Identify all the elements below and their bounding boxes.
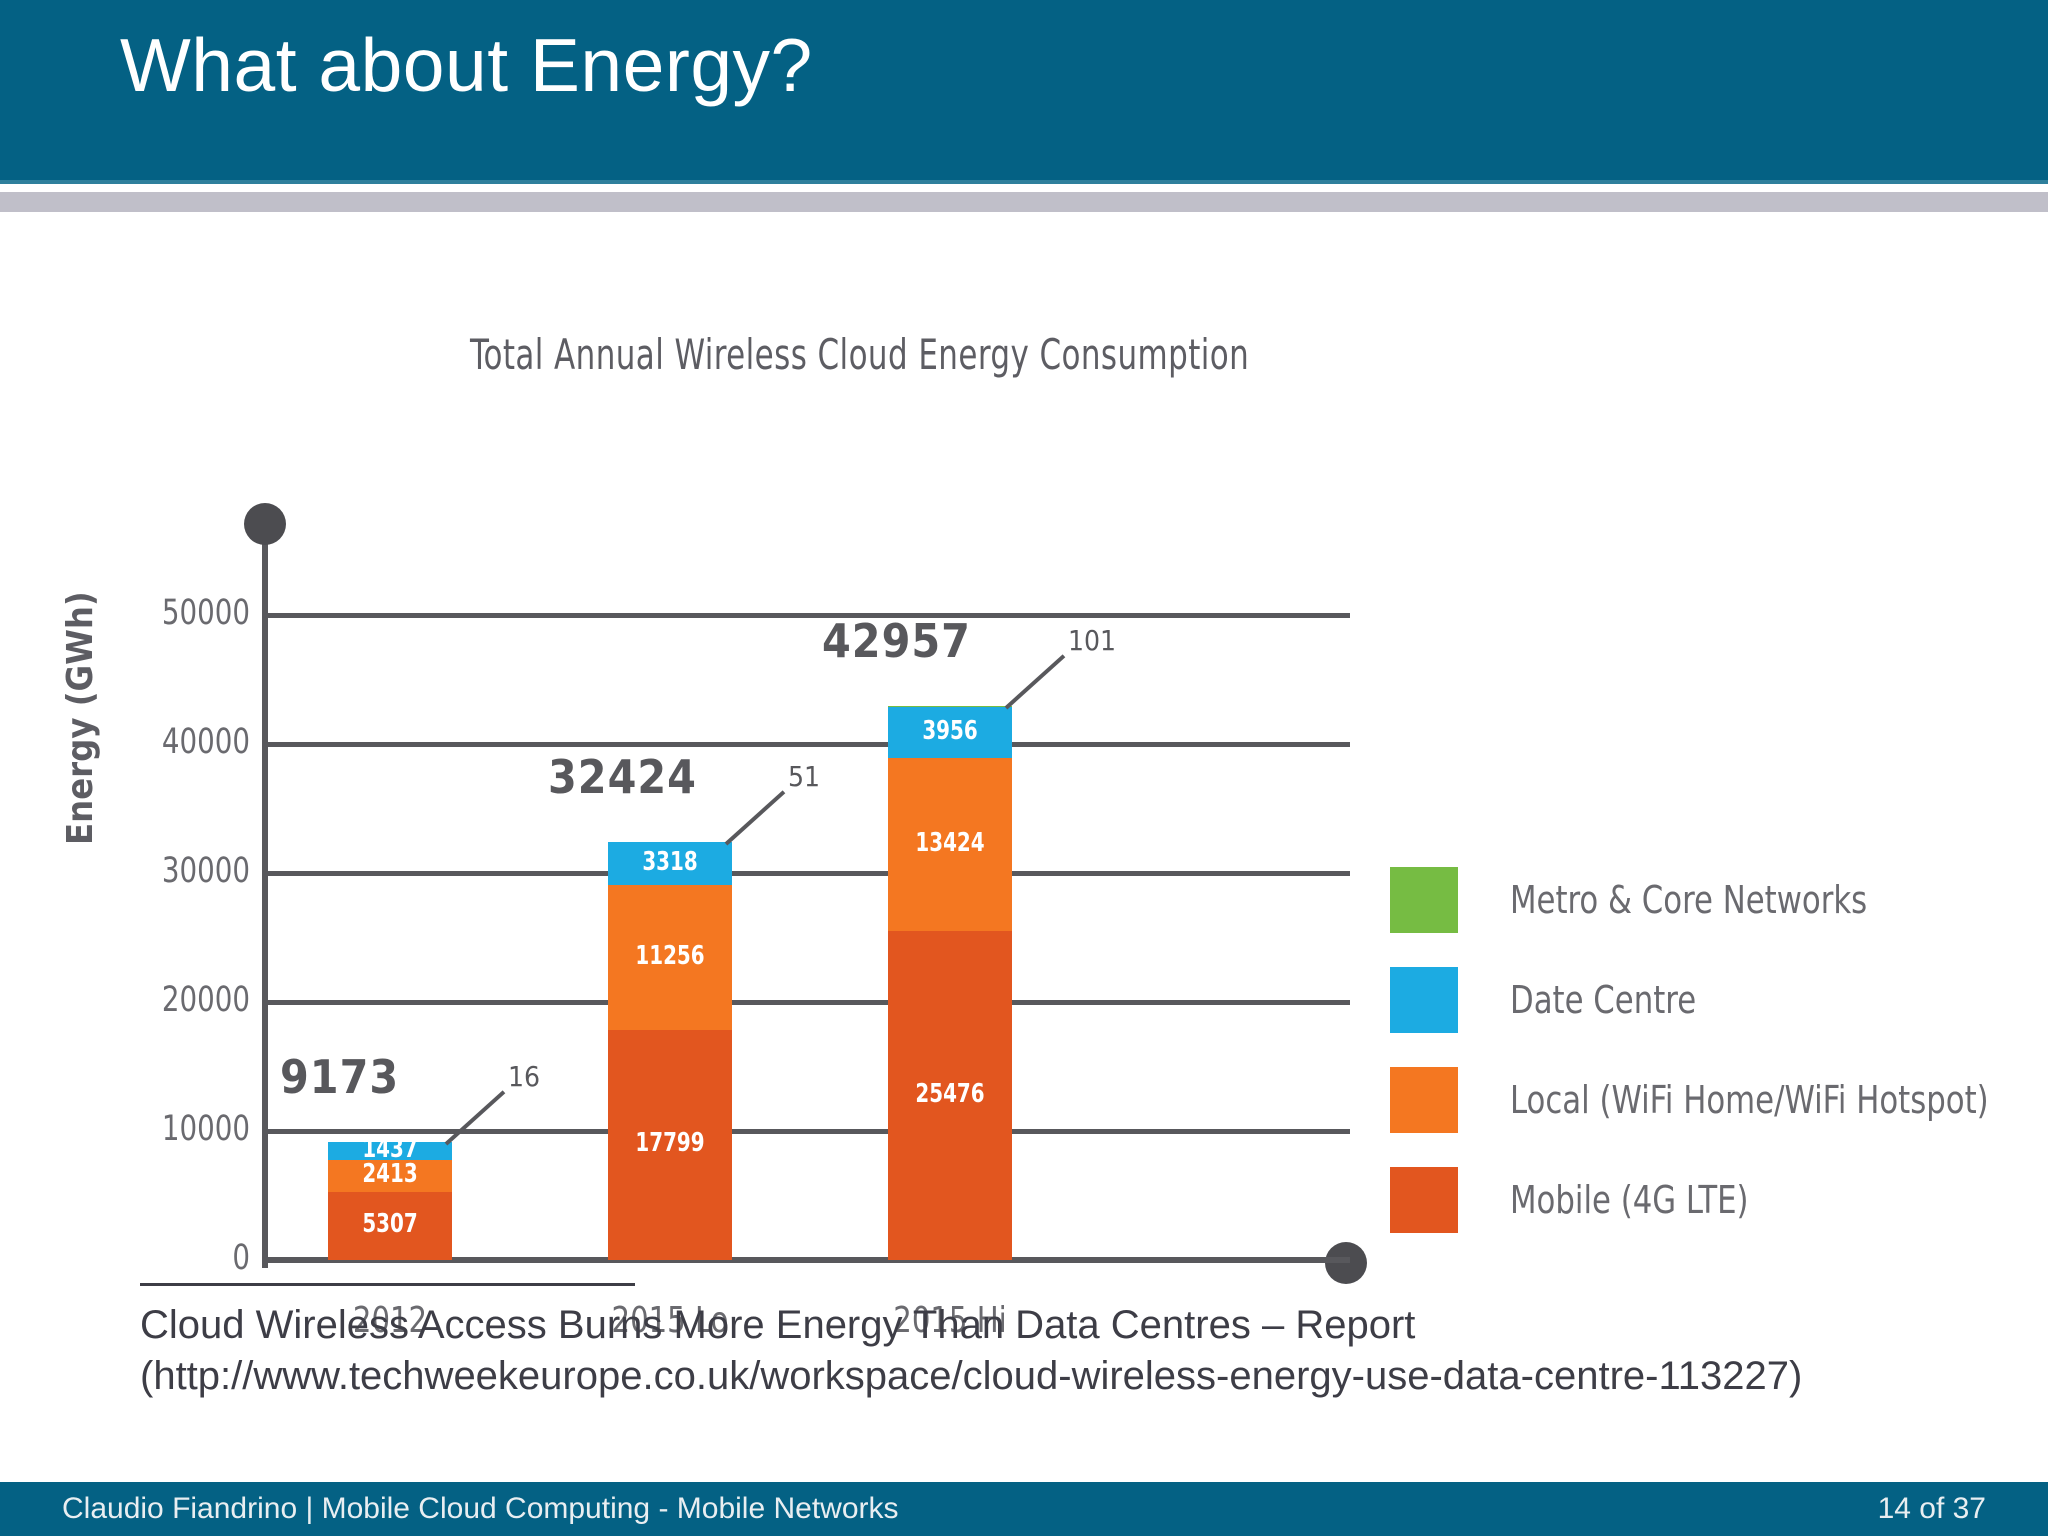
bar-segment-value-label: 5307 <box>362 1208 418 1239</box>
x-tick-label: 2015 Lo <box>611 1300 729 1341</box>
bar-segment[interactable] <box>608 841 732 843</box>
header-underline <box>0 180 2048 184</box>
bar-segment[interactable]: 2413 <box>328 1159 452 1192</box>
gridline <box>268 742 1350 747</box>
bar-segment[interactable]: 5307 <box>328 1191 452 1260</box>
gridline <box>268 1129 1350 1134</box>
bar-stack[interactable]: 3318 11256 17799 <box>608 841 732 1260</box>
legend-label: Mobile (4G LTE) <box>1510 1178 1749 1222</box>
header-gray-band <box>0 192 2048 212</box>
footnote-rule <box>140 1283 635 1286</box>
footnote-line-2[interactable]: (http://www.techweekeurope.co.uk/workspa… <box>140 1354 1803 1399</box>
y-tick-label: 20000 <box>161 980 250 1020</box>
callout-leader-line <box>724 790 786 846</box>
legend-item[interactable]: Date Centre <box>1390 950 2042 1050</box>
bar-segment[interactable]: 11256 <box>608 885 732 1031</box>
callout-value-label: 16 <box>508 1059 541 1093</box>
y-tick-label: 40000 <box>161 722 250 762</box>
bar-segment[interactable]: 13424 <box>888 758 1012 932</box>
bar-total-label: 42957 <box>822 613 971 668</box>
footnote: Cloud Wireless Access Burns More Energy … <box>140 1300 1940 1402</box>
legend-item[interactable]: Mobile (4G LTE) <box>1390 1150 2042 1250</box>
bar-total-label: 32424 <box>548 749 697 804</box>
y-axis-cap-dot <box>244 503 286 545</box>
footnote-line-1: Cloud Wireless Access Burns More Energy … <box>140 1303 1416 1347</box>
y-tick-label: 10000 <box>161 1109 250 1149</box>
bar-segment-value-label: 3956 <box>922 715 978 746</box>
legend-swatch-icon <box>1390 967 1458 1033</box>
bar-segment-value-label: 13424 <box>915 827 985 858</box>
x-tick-label: 2012 <box>352 1300 428 1341</box>
legend-label: Date Centre <box>1510 978 1697 1022</box>
legend-label: Local (WiFi Home/WiFi Hotspot) <box>1510 1078 1989 1122</box>
bar-segment[interactable]: 3318 <box>608 842 732 886</box>
y-tick-label: 50000 <box>161 593 250 633</box>
callout-value-label: 101 <box>1068 623 1117 657</box>
page-title: What about Energy? <box>120 23 813 107</box>
bar-total-label: 9173 <box>280 1049 400 1104</box>
footer-page-number: 14 of 37 <box>1877 1492 1986 1525</box>
bar-stack[interactable]: 1437 2413 5307 <box>328 1134 452 1260</box>
bar-segment[interactable]: 3956 <box>888 707 1012 759</box>
bar-segment[interactable]: 25476 <box>888 931 1012 1260</box>
y-axis-line <box>262 520 268 1268</box>
chart-legend: Metro & Core Networks Date Centre Local (W… <box>1390 850 2042 1250</box>
slide-header: What about Energy? <box>0 0 2048 180</box>
bar-segment-value-label: 17799 <box>635 1128 705 1159</box>
legend-swatch-icon <box>1390 867 1458 933</box>
x-axis-cap-dot <box>1325 1242 1367 1284</box>
x-axis-line <box>268 1257 1350 1263</box>
y-tick-label: 30000 <box>161 851 250 891</box>
callout-leader-line <box>444 1089 506 1146</box>
gridline <box>268 1000 1350 1005</box>
gridline <box>268 613 1350 618</box>
bar-segment-value-label: 2413 <box>362 1159 418 1189</box>
bar-segment[interactable]: 1437 <box>328 1134 452 1164</box>
slide-footer: Claudio Fiandrino | Mobile Cloud Computi… <box>0 1482 2048 1536</box>
footer-author-course: Claudio Fiandrino | Mobile Cloud Computi… <box>62 1492 899 1525</box>
legend-swatch-icon <box>1390 1167 1458 1233</box>
callout-value-label: 51 <box>788 759 821 793</box>
chart-figure: Total Annual Wireless Cloud Energy Consu… <box>0 215 2048 1341</box>
plot-area: 1437 2413 5307 9173 16 3318 11256 17799 32424 51 3… <box>268 613 1350 1263</box>
bar-segment-value-label: 25476 <box>915 1078 985 1109</box>
legend-swatch-icon <box>1390 1067 1458 1133</box>
callout-leader-line <box>1004 654 1066 710</box>
bar-segment[interactable]: 17799 <box>608 1030 732 1260</box>
bar-stack[interactable]: 3956 13424 25476 <box>888 705 1012 1260</box>
bar-segment-value-label: 11256 <box>635 940 705 971</box>
y-tick-label: 0 <box>232 1238 250 1278</box>
legend-item[interactable]: Metro & Core Networks <box>1390 850 2042 950</box>
bar-segment-value-label: 1437 <box>362 1134 418 1165</box>
gridline <box>268 871 1350 876</box>
legend-item[interactable]: Local (WiFi Home/WiFi Hotspot) <box>1390 1050 2042 1150</box>
bar-segment[interactable] <box>888 705 1012 708</box>
x-tick-label: 2015 Hi <box>893 1300 1007 1341</box>
bar-segment-value-label: 3318 <box>642 846 698 877</box>
legend-label: Metro & Core Networks <box>1510 878 1868 922</box>
chart-title: Total Annual Wireless Cloud Energy Consu… <box>470 330 1250 379</box>
